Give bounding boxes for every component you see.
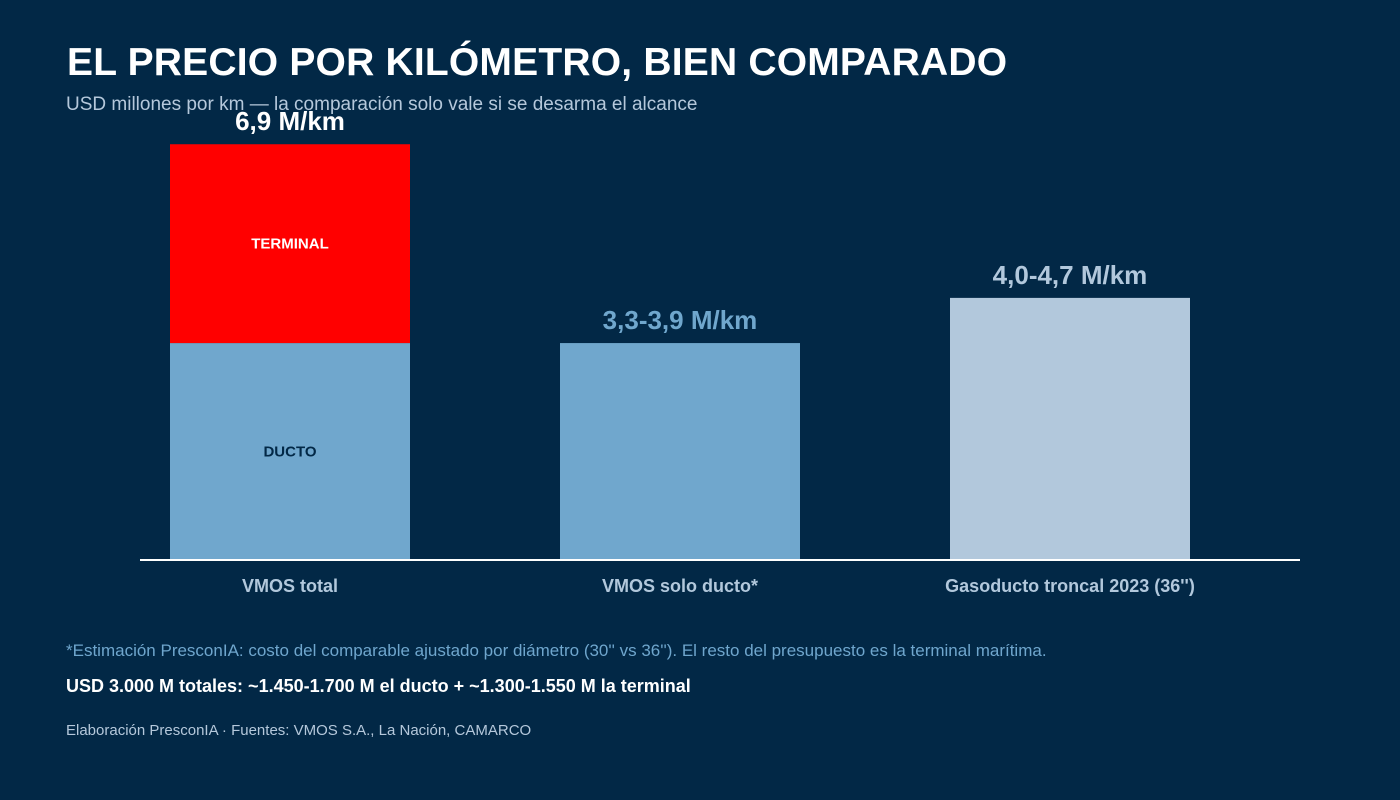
category-label-1: VMOS solo ducto* xyxy=(602,576,758,596)
footnote: *Estimación PresconIA: costo del compara… xyxy=(66,641,1047,660)
data-label-1: 3,3-3,9 M/km xyxy=(603,305,758,335)
totals-note: USD 3.000 M totales: ~1.450-1.700 M el d… xyxy=(66,676,691,696)
data-label-0: 6,9 M/km xyxy=(235,106,345,136)
source-note: Elaboración PresconIA · Fuentes: VMOS S.… xyxy=(66,722,532,739)
data-label-2: 4,0-4,7 M/km xyxy=(993,260,1148,290)
category-label-2: Gasoducto troncal 2023 (36'') xyxy=(945,576,1195,596)
page-title: EL PRECIO POR KILÓMETRO, BIEN COMPARADO xyxy=(67,41,1008,84)
bar-chart: DUCTO TERMINAL 6,9 M/km VMOS total 3,3-3,9 M… xyxy=(140,106,1300,596)
segment-label-terminal: TERMINAL xyxy=(251,236,329,253)
segment-label-ducto: DUCTO xyxy=(263,444,316,461)
bar-segment-bar-1 xyxy=(560,343,800,560)
page-subtitle: USD millones por km — la comparación sol… xyxy=(66,94,698,115)
category-label-0: VMOS total xyxy=(242,576,338,596)
bar-segment-terminal-0 xyxy=(170,144,410,344)
bar-segment-ducto-0 xyxy=(170,343,410,560)
bar-segment-bar-2 xyxy=(950,297,1190,560)
